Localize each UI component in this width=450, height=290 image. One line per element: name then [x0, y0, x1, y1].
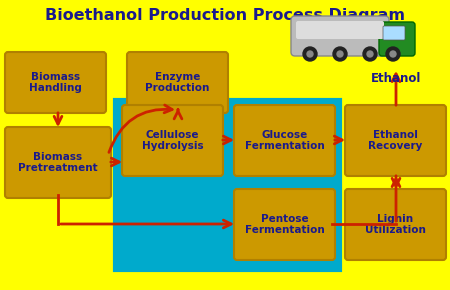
FancyBboxPatch shape — [291, 16, 389, 56]
Text: Glucose
Fermentation: Glucose Fermentation — [245, 130, 324, 151]
Circle shape — [337, 51, 343, 57]
Text: Cellulose
Hydrolysis: Cellulose Hydrolysis — [142, 130, 203, 151]
FancyBboxPatch shape — [122, 105, 223, 176]
Text: Pentose
Fermentation: Pentose Fermentation — [245, 214, 324, 235]
Text: Bioethanol Production Process Diagram: Bioethanol Production Process Diagram — [45, 8, 405, 23]
Text: Biomass
Pretreatment: Biomass Pretreatment — [18, 152, 98, 173]
Text: Biomass
Handling: Biomass Handling — [29, 72, 82, 93]
FancyBboxPatch shape — [127, 52, 228, 113]
FancyBboxPatch shape — [345, 105, 446, 176]
FancyBboxPatch shape — [234, 105, 335, 176]
Circle shape — [363, 47, 377, 61]
Text: Ethanol
Recovery: Ethanol Recovery — [368, 130, 423, 151]
FancyBboxPatch shape — [345, 189, 446, 260]
Text: Ethanol: Ethanol — [371, 72, 421, 85]
Text: Lignin
Utilization: Lignin Utilization — [365, 214, 426, 235]
Circle shape — [390, 51, 396, 57]
FancyBboxPatch shape — [383, 26, 405, 40]
Circle shape — [333, 47, 347, 61]
Text: Enzyme
Production: Enzyme Production — [145, 72, 210, 93]
Circle shape — [367, 51, 373, 57]
Circle shape — [303, 47, 317, 61]
FancyBboxPatch shape — [296, 21, 384, 39]
Circle shape — [386, 47, 400, 61]
FancyBboxPatch shape — [115, 100, 340, 270]
FancyBboxPatch shape — [234, 189, 335, 260]
Circle shape — [307, 51, 313, 57]
FancyBboxPatch shape — [379, 22, 415, 56]
FancyBboxPatch shape — [5, 52, 106, 113]
FancyBboxPatch shape — [5, 127, 111, 198]
